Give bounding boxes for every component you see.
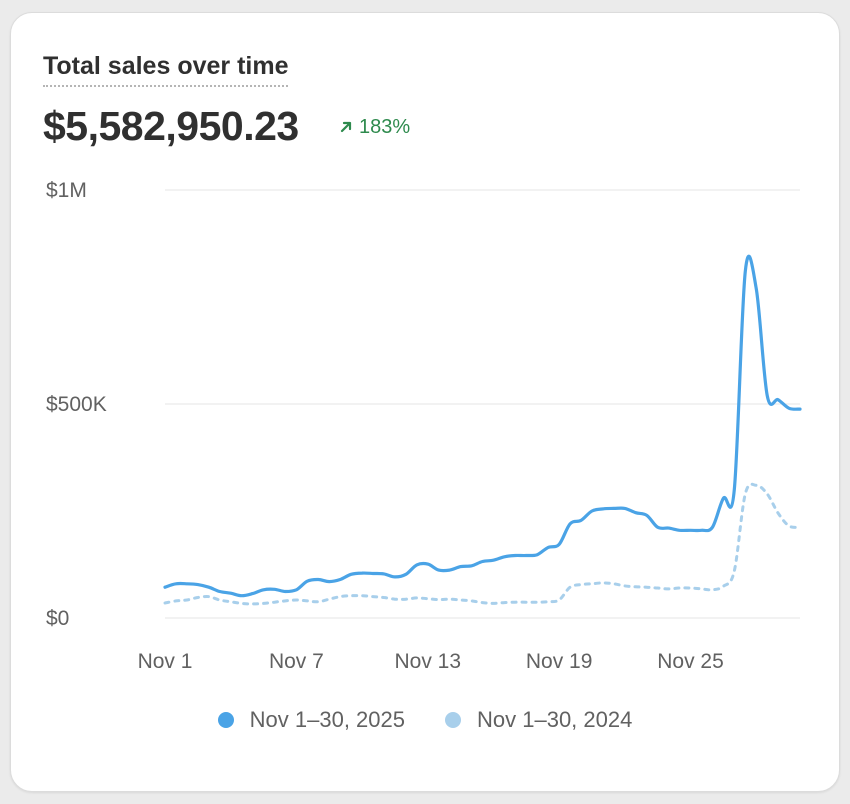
y-tick-label: $0 <box>46 607 69 630</box>
series-line-previous <box>163 482 802 606</box>
legend-item-previous[interactable]: Nov 1–30, 2024 <box>445 707 632 733</box>
arrow-up-right-icon <box>340 121 352 133</box>
x-tick-label: Nov 13 <box>394 650 461 673</box>
legend-label-current: Nov 1–30, 2025 <box>249 707 405 732</box>
legend-label-previous: Nov 1–30, 2024 <box>477 707 633 732</box>
sales-card: Total sales over time $5,582,950.23 183% <box>10 12 840 792</box>
change-indicator: 183% <box>339 114 410 140</box>
chart-legend: Nov 1–30, 2025 Nov 1–30, 2024 <box>0 707 850 733</box>
x-tick-label: Nov 25 <box>657 650 724 673</box>
x-tick-label: Nov 1 <box>138 650 193 673</box>
total-sales-value: $5,582,950.23 <box>43 103 299 149</box>
legend-dot-previous <box>445 712 461 728</box>
series-line-current <box>163 254 802 598</box>
y-tick-label: $500K <box>46 393 107 416</box>
legend-item-current[interactable]: Nov 1–30, 2025 <box>217 707 405 733</box>
change-percent: 183% <box>359 116 411 138</box>
x-tick-label: Nov 7 <box>269 650 324 673</box>
legend-dot-current <box>217 712 234 728</box>
y-tick-label: $1M <box>46 179 87 202</box>
card-title[interactable]: Total sales over time <box>43 51 289 87</box>
x-tick-label: Nov 19 <box>526 650 593 673</box>
